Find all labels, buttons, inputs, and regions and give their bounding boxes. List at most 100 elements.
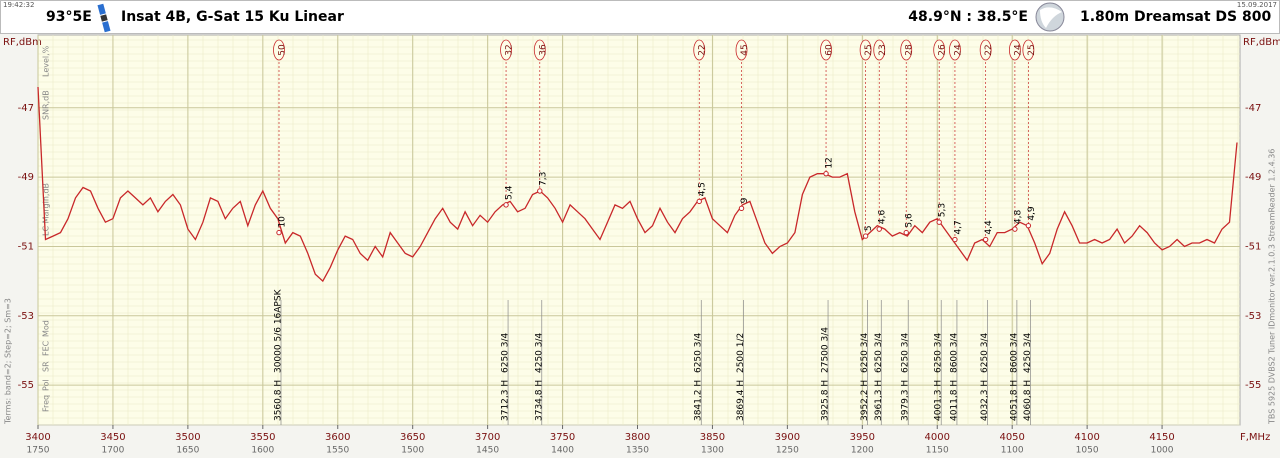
level-badge (1008, 39, 1021, 61)
terms: Terms: band=2; Step=2; Sm=3 (4, 298, 13, 425)
x-tick-label: 3800 (625, 432, 650, 443)
row-label: SNR,dB (42, 90, 51, 120)
sr-fec-label: 4250 3/4 (534, 332, 544, 373)
level-label: 23 (878, 44, 888, 55)
marker-point (276, 229, 282, 236)
frequency-label: 4032,3 H (980, 380, 990, 421)
x-tick-label: 3750 (550, 432, 575, 443)
x2-tick-label: 1350 (626, 446, 649, 456)
y-tick-label: -49 (18, 172, 34, 183)
row-label: Mod (42, 320, 51, 337)
x2-tick-label: 1750 (27, 446, 50, 456)
y-tick-label-right: -53 (1245, 311, 1261, 322)
level-badge (933, 39, 946, 61)
level-badge (1022, 39, 1035, 61)
level-label: 36 (538, 44, 548, 56)
frequency-label: 3560,8 H (273, 380, 283, 421)
row-label: FEC (42, 340, 51, 356)
y-axis-label-right: RF,dBm (1243, 37, 1280, 48)
sr-fec-label: 4250 3/4 (1023, 332, 1033, 373)
x2-tick-label: 1700 (101, 446, 124, 456)
x2-tick-label: 1550 (326, 446, 349, 456)
y-tick-label-right: -55 (1245, 380, 1261, 391)
frequency-label: 4060,8 H (1023, 380, 1033, 421)
sr-fec-label: 6250 3/4 (980, 332, 990, 373)
level-label: 25 (864, 44, 874, 55)
sr-fec-label: 8600 3/4 (1009, 332, 1019, 373)
x-tick-label: 3850 (700, 432, 725, 443)
x-tick-label: 3450 (100, 432, 125, 443)
x-tick-label: 3650 (400, 432, 425, 443)
x-tick-label: 3600 (325, 432, 350, 443)
sr-fec-label: 27500 3/4 (821, 327, 831, 373)
x2-tick-label: 1200 (851, 446, 874, 456)
title: Insat 4B, G-Sat 15 Ku Linear (121, 9, 344, 25)
x2-tick-label: 1450 (476, 446, 499, 456)
x-tick-label: 4050 (999, 432, 1024, 443)
snr-label: 5 (864, 225, 874, 231)
snr-label: 4,4 (984, 220, 994, 235)
level-badge (735, 39, 748, 61)
marker-point (503, 202, 509, 208)
marker-point (696, 198, 702, 205)
level-label: 26 (938, 44, 948, 56)
snr-label: 4,6 (878, 210, 888, 225)
level-badge (500, 39, 512, 61)
sr-fec-label: 6250 3/4 (694, 332, 704, 373)
marker-point (738, 205, 745, 212)
x-tick-label: 3900 (775, 432, 800, 443)
level-badge (949, 39, 961, 61)
y-tick-label: -53 (18, 311, 34, 322)
marker-point (862, 233, 869, 239)
marker-point (903, 229, 909, 236)
sr-fec-label: 6250 3/4 (934, 332, 944, 373)
y-tick-label-right: -47 (1245, 103, 1261, 114)
snr-label: 5,3 (938, 203, 948, 217)
snr-label: 4,7 (953, 220, 963, 234)
snr-label: 9 (740, 197, 750, 203)
level-label: 25 (1027, 44, 1037, 55)
frequency-label: 3869,4 H (736, 380, 746, 421)
y-tick-label: -55 (18, 380, 34, 391)
frequency-label: 3712,3 H (501, 380, 511, 421)
sr-fec-label: 6250 3/4 (501, 332, 511, 373)
level-badge (693, 39, 706, 61)
location: 48.9°N : 38.5°E (908, 9, 1028, 25)
frequency-label: 4051,8 H (1009, 380, 1019, 421)
x-tick-label: 4100 (1074, 432, 1099, 443)
snr-label: 5,4 (505, 185, 515, 200)
level-label: 24 (1013, 44, 1023, 56)
level-label: 60 (825, 44, 835, 56)
x2-tick-label: 1400 (551, 446, 574, 456)
level-badge (979, 39, 992, 61)
x2-tick-label: 1500 (401, 446, 424, 456)
frequency-label: 3979,3 H (901, 380, 911, 421)
row-label: Freq (42, 395, 51, 412)
snr-label: 4,9 (1027, 206, 1037, 221)
sr-fec-label: 6250 3/4 (860, 332, 870, 373)
level-label: 22 (984, 44, 994, 55)
level-label: 22 (698, 44, 708, 55)
x2-tick-label: 1300 (701, 446, 724, 456)
y-tick-label-right: -51 (1245, 241, 1261, 252)
marker-point (952, 236, 958, 243)
marker-point (936, 219, 942, 225)
x-tick-label: 3400 (25, 432, 50, 443)
x-tick-label: 4150 (1149, 432, 1174, 443)
level-label: 28 (905, 44, 915, 56)
level-label: 50 (277, 44, 287, 56)
frequency-label: 3925,8 H (821, 380, 831, 421)
row-label: Pol (42, 379, 51, 391)
x-tick-label: 3700 (475, 432, 500, 443)
x2-tick-label: 1150 (926, 446, 949, 456)
level-label: 24 (953, 44, 963, 56)
level-badge (859, 39, 872, 61)
plot-area (37, 34, 1241, 426)
snr-label: 10 (277, 216, 287, 228)
x-tick-label: 3550 (250, 432, 275, 443)
marker-point (982, 236, 989, 243)
marker-point (823, 170, 829, 177)
header-bar (0, 0, 1280, 34)
x2-tick-label: 1000 (1151, 446, 1174, 456)
